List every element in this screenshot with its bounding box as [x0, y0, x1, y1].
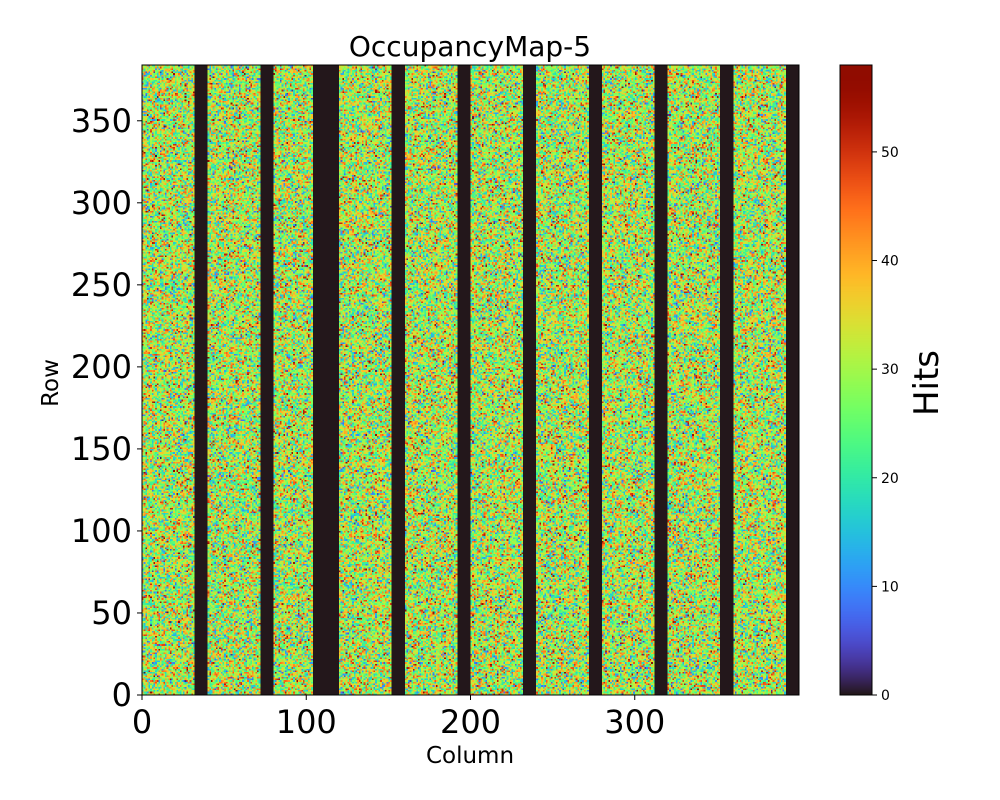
- colorbar-frame: [839, 64, 873, 696]
- y-tick-label: 50: [91, 594, 132, 632]
- y-tick-label: 350: [71, 102, 132, 140]
- colorbar-tick-label: 50: [881, 145, 899, 161]
- x-axis-ticks: 0 100 200 300: [132, 695, 665, 741]
- x-tick-label: 0: [132, 703, 152, 741]
- y-tick-label: 150: [71, 430, 132, 468]
- colorbar-gradient: [840, 65, 872, 695]
- colorbar-tick-label: 20: [881, 471, 899, 487]
- colorbar-ticks: 0 10 20 30 40 50: [872, 145, 899, 704]
- colorbar-label: Hits: [907, 350, 947, 416]
- x-tick-label: 200: [440, 703, 501, 741]
- y-tick-label: 100: [71, 512, 132, 550]
- colorbar-tick-label: 10: [881, 579, 899, 595]
- y-tick-label: 200: [71, 348, 132, 386]
- colorbar-tick-label: 0: [881, 688, 890, 704]
- plot-frame: [141, 64, 800, 696]
- colorbar-tick-label: 40: [881, 254, 899, 270]
- colorbar-tick-label: 30: [881, 362, 899, 378]
- heatmap-image: [142, 65, 799, 695]
- y-axis-ticks: 0 50 100 150 200 250 300 350: [71, 102, 142, 714]
- x-axis-label: Column: [426, 743, 514, 769]
- chart-title: OccupancyMap-5: [349, 30, 591, 63]
- y-tick-label: 0: [112, 676, 132, 714]
- y-axis-label: Row: [38, 359, 64, 407]
- x-tick-label: 100: [276, 703, 337, 741]
- y-tick-label: 300: [71, 184, 132, 222]
- y-tick-label: 250: [71, 266, 132, 304]
- x-tick-label: 300: [604, 703, 665, 741]
